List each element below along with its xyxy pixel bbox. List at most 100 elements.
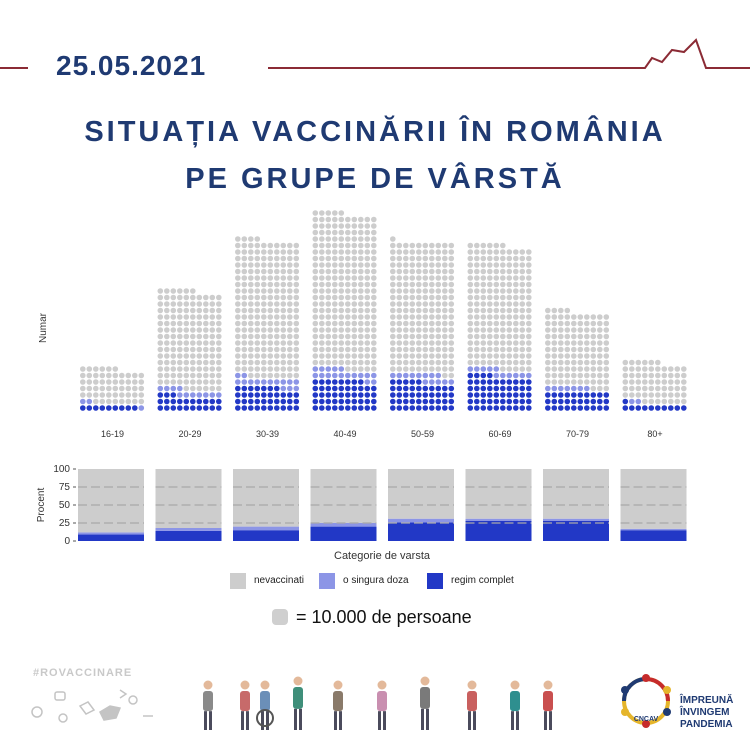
waffle-dot-nevaccinati [577,372,584,379]
waffle-dot-nevaccinati [371,223,377,229]
waffle-dot-o-singura-doza [629,398,635,405]
waffle-dot-regim-complet [364,385,371,392]
waffle-dot-nevaccinati [467,320,474,327]
waffle-dot-nevaccinati [170,314,177,320]
waffle-dot-nevaccinati [584,359,590,366]
waffle-dot-nevaccinati [668,372,674,379]
waffle-dot-nevaccinati [280,320,287,327]
waffle-dot-nevaccinati [480,359,487,366]
waffle-dot-regim-complet [312,392,319,398]
waffle-dot-nevaccinati [157,359,164,366]
waffle-dot-nevaccinati [280,294,287,301]
waffle-dot-nevaccinati [106,366,112,372]
waffle-dot-nevaccinati [319,294,325,301]
waffle-dot-nevaccinati [648,385,655,392]
waffle-dot-o-singura-doza [332,372,338,379]
waffle-dot-nevaccinati [312,294,319,301]
waffle-dot-regim-complet [513,392,519,398]
waffle-dot-nevaccinati [487,255,493,262]
waffle-dot-nevaccinati [345,249,351,255]
waffle-dot-regim-complet [597,392,603,398]
waffle-dot-nevaccinati [261,249,267,255]
waffle-dot-nevaccinati [325,275,332,281]
waffle-dot-nevaccinati [590,359,597,366]
waffle-dot-nevaccinati [584,320,590,327]
waffle-dot-nevaccinati [196,314,203,320]
waffle-dot-nevaccinati [396,281,403,288]
waffle-dot-nevaccinati [312,242,319,249]
waffle-dot-regim-complet [358,392,364,398]
waffle-dot-nevaccinati [371,301,377,307]
waffle-dot-nevaccinati [358,333,364,340]
waffle-dot-nevaccinati [241,307,248,314]
waffle-dot-nevaccinati [112,366,119,372]
person-figure-icon [333,680,343,730]
waffle-dot-nevaccinati [519,353,526,359]
waffle-dot-nevaccinati [409,340,416,346]
waffle-dot-nevaccinati [332,294,338,301]
waffle-dot-nevaccinati [86,372,93,379]
waffle-dot-nevaccinati [519,301,526,307]
waffle-dot-regim-complet [351,398,358,405]
waffle-dot-nevaccinati [429,288,435,294]
waffle-dot-nevaccinati [235,255,241,262]
waffle-dot-nevaccinati [635,392,642,398]
waffle-dot-nevaccinati [513,314,519,320]
waffle-dot-nevaccinati [416,249,422,255]
waffle-dot-nevaccinati [487,307,493,314]
doodle-icons [31,689,153,723]
waffle-dot-nevaccinati [235,327,241,333]
waffle-dot-o-singura-doza [287,385,293,392]
waffle-dot-nevaccinati [493,340,500,346]
waffle-dot-regim-complet [416,392,422,398]
waffle-dot-nevaccinati [345,294,351,301]
unit-note: = 10.000 de persoane [296,607,472,627]
waffle-dot-nevaccinati [93,379,99,385]
waffle-dot-nevaccinati [216,333,222,340]
waffle-dot-nevaccinati [513,262,519,268]
waffle-dot-nevaccinati [86,392,93,398]
person-figure-icon [543,680,553,730]
waffle-dot-nevaccinati [622,392,629,398]
waffle-dot-nevaccinati [164,346,170,353]
waffle-dot-nevaccinati [287,307,293,314]
waffle-dot-nevaccinati [577,340,584,346]
waffle-dot-nevaccinati [422,301,429,307]
waffle-dot-nevaccinati [338,294,345,301]
waffle-dot-nevaccinati [358,229,364,236]
waffle-dot-nevaccinati [325,268,332,275]
waffle-dot-nevaccinati [545,307,551,314]
waffle-dot-nevaccinati [513,353,519,359]
waffle-dot-nevaccinati [170,353,177,359]
waffle-dot-nevaccinati [312,340,319,346]
waffle-dot-regim-complet [480,398,487,405]
waffle-dot-nevaccinati [312,255,319,262]
waffle-dot-nevaccinati [661,379,668,385]
legend-label-o-singura-doza: o singura doza [343,575,409,586]
waffle-dot-nevaccinati [209,379,216,385]
waffle-dot-nevaccinati [235,281,241,288]
waffle-dot-nevaccinati [280,255,287,262]
waffle-dot-nevaccinati [622,385,629,392]
person-figure-icon [260,680,270,730]
waffle-dot-nevaccinati [267,275,274,281]
waffle-dot-nevaccinati [435,255,442,262]
waffle-dot-regim-complet [364,405,371,411]
waffle-dot-nevaccinati [338,275,345,281]
waffle-dot-nevaccinati [86,385,93,392]
waffle-dot-nevaccinati [125,379,132,385]
waffle-dot-nevaccinati [345,333,351,340]
waffle-dot-regim-complet [332,392,338,398]
waffle-dot-nevaccinati [280,281,287,288]
waffle-dot-regim-complet [241,398,248,405]
waffle-dot-nevaccinati [274,372,280,379]
waffle-dot-nevaccinati [325,255,332,262]
waffle-dot-nevaccinati [448,262,455,268]
waffle-dot-nevaccinati [274,294,280,301]
waffle-dot-nevaccinati [209,294,216,301]
waffle-dot-regim-complet [293,392,300,398]
waffle-dot-nevaccinati [274,288,280,294]
waffle-dot-nevaccinati [261,353,267,359]
waffle-dot-regim-complet [390,385,396,392]
waffle-dot-nevaccinati [629,372,635,379]
